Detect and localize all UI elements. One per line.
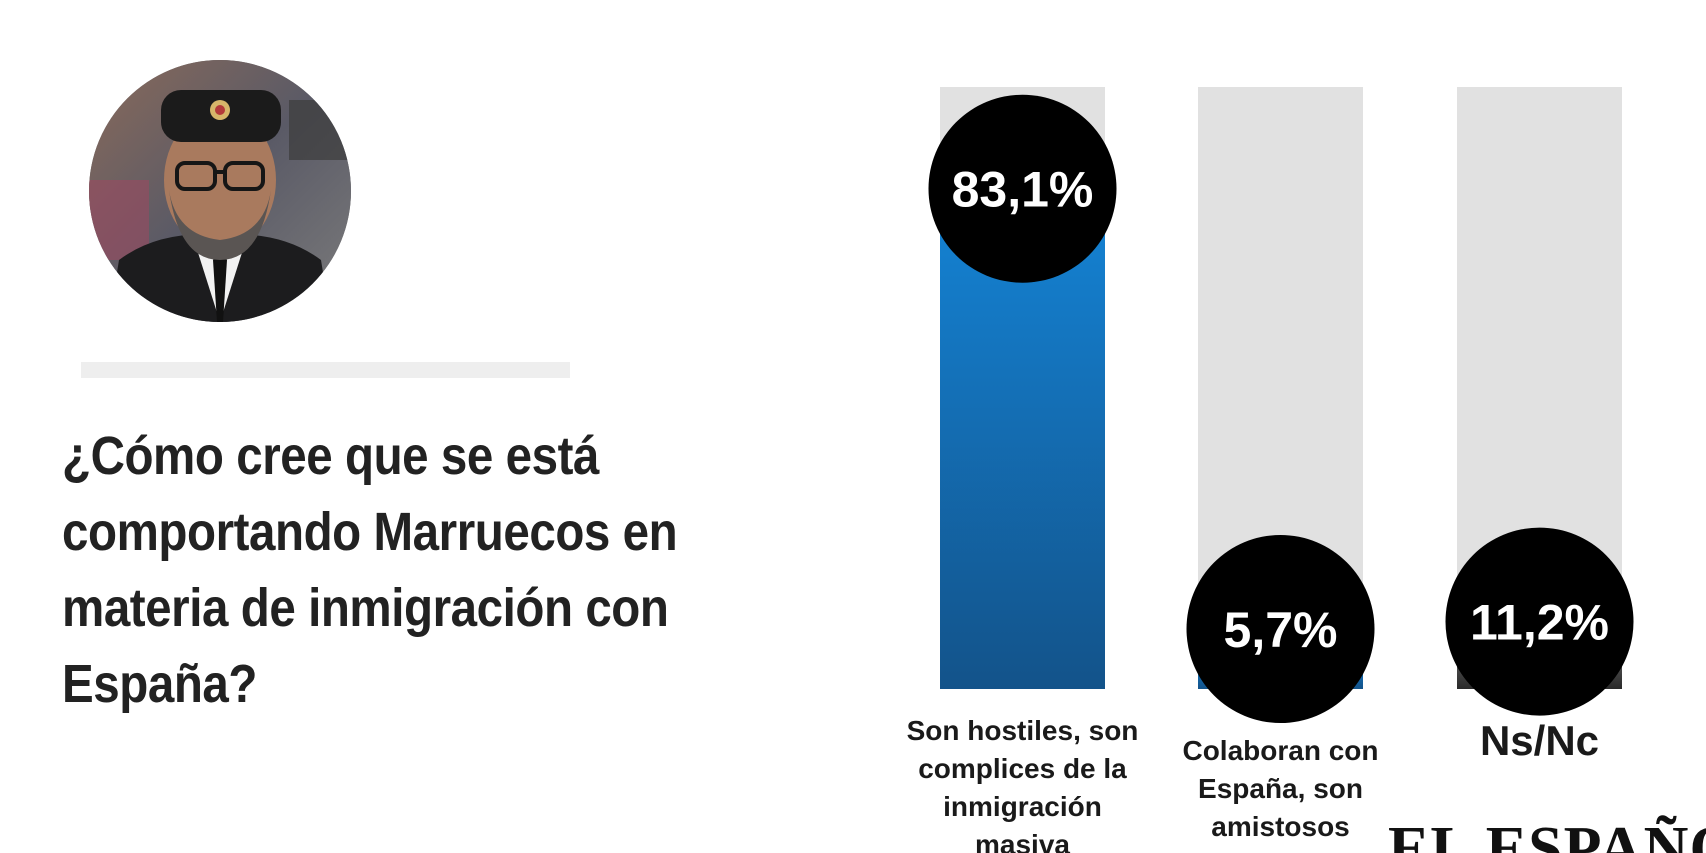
question-title: ¿Cómo cree que se está comportando Marru… bbox=[62, 426, 678, 714]
portrait-photo bbox=[89, 60, 351, 322]
divider-bar bbox=[81, 362, 570, 378]
value-bubble bbox=[1445, 527, 1634, 716]
value-label: 83,1% bbox=[952, 162, 1094, 218]
category-label: Colaboran con España, son amistosos bbox=[1182, 735, 1378, 842]
publisher-logo: EL ESPAÑOL bbox=[1388, 815, 1706, 853]
value-label: 5,7% bbox=[1224, 602, 1338, 658]
value-bubble bbox=[1186, 535, 1375, 723]
category-label: Son hostiles, son complices de la inmigrac… bbox=[907, 715, 1139, 853]
value-label: 11,2% bbox=[1470, 595, 1609, 651]
category-label: Ns/Nc bbox=[1480, 717, 1599, 764]
value-bubble bbox=[928, 94, 1117, 283]
